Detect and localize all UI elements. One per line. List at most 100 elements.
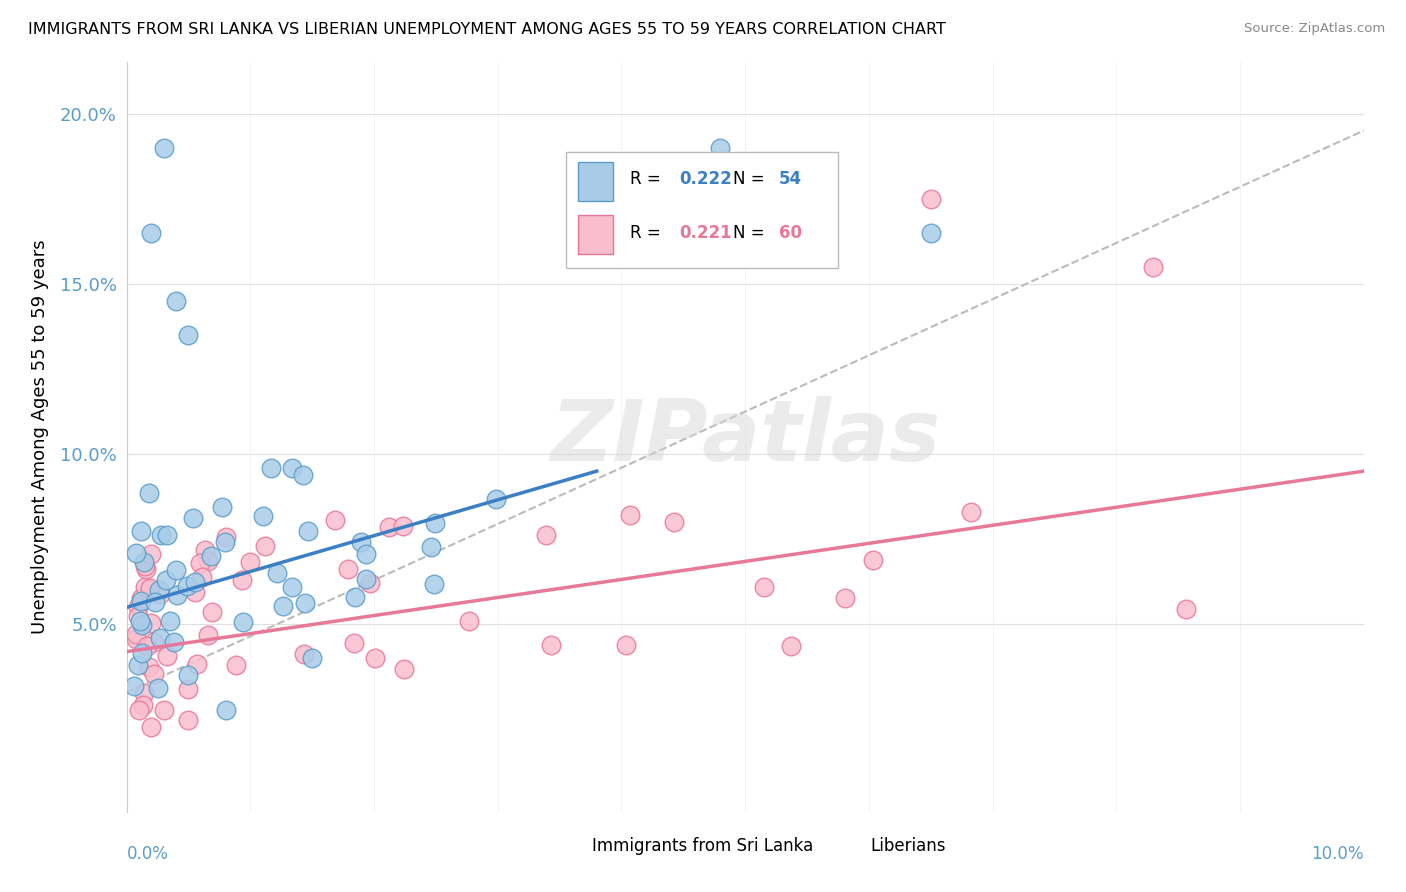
Point xyxy=(420,540,443,554)
Point xyxy=(155,527,177,541)
Text: R =: R = xyxy=(630,169,666,187)
Point xyxy=(177,668,200,682)
Point xyxy=(297,524,319,538)
Point xyxy=(780,639,803,653)
Point xyxy=(423,516,446,530)
Point xyxy=(132,555,155,569)
Point xyxy=(253,539,276,553)
Point xyxy=(156,648,179,663)
Point xyxy=(131,618,153,632)
Point xyxy=(129,614,152,628)
Point xyxy=(155,573,177,587)
Point xyxy=(138,659,160,673)
Point xyxy=(292,648,315,662)
Point xyxy=(132,698,155,712)
Point xyxy=(214,702,236,716)
Point xyxy=(194,543,217,558)
Text: 0.0%: 0.0% xyxy=(127,846,169,863)
Point xyxy=(146,681,169,695)
Point xyxy=(291,468,314,483)
Point xyxy=(127,658,149,673)
Point xyxy=(131,646,153,660)
Y-axis label: Unemployment Among Ages 55 to 59 years: Unemployment Among Ages 55 to 59 years xyxy=(31,240,49,634)
Point xyxy=(165,293,187,308)
Point xyxy=(392,519,415,533)
Point xyxy=(1142,260,1164,274)
Point xyxy=(143,667,166,681)
Point xyxy=(323,513,346,527)
Point xyxy=(125,632,148,646)
Point xyxy=(141,226,163,240)
Text: R =: R = xyxy=(630,224,666,243)
Point xyxy=(614,638,637,652)
Point xyxy=(139,615,162,630)
Text: Liberians: Liberians xyxy=(870,838,946,855)
Point xyxy=(188,556,211,570)
Text: ZIPatlas: ZIPatlas xyxy=(550,395,941,479)
Point xyxy=(138,486,160,500)
Point xyxy=(148,583,170,598)
Point xyxy=(336,562,359,576)
Point xyxy=(125,627,148,641)
Point xyxy=(200,549,222,563)
Point xyxy=(294,596,316,610)
Text: 54: 54 xyxy=(779,169,801,187)
Text: Source: ZipAtlas.com: Source: ZipAtlas.com xyxy=(1244,22,1385,36)
Point xyxy=(709,140,731,154)
Bar xyxy=(838,833,865,858)
Point xyxy=(152,702,174,716)
Point xyxy=(184,585,207,599)
Text: Immigrants from Sri Lanka: Immigrants from Sri Lanka xyxy=(592,838,813,855)
Point xyxy=(271,599,294,614)
Text: 0.222: 0.222 xyxy=(679,169,733,187)
Point xyxy=(540,638,562,652)
Point xyxy=(166,588,188,602)
Point xyxy=(457,614,479,628)
Point xyxy=(149,587,172,601)
Point xyxy=(142,635,165,649)
Text: 10.0%: 10.0% xyxy=(1312,846,1364,863)
Point xyxy=(363,650,385,665)
Point xyxy=(190,570,212,584)
Point xyxy=(281,580,304,594)
Point xyxy=(135,562,157,576)
Point xyxy=(619,508,641,522)
Point xyxy=(139,581,162,595)
Point xyxy=(141,720,163,734)
Text: IMMIGRANTS FROM SRI LANKA VS LIBERIAN UNEMPLOYMENT AMONG AGES 55 TO 59 YEARS COR: IMMIGRANTS FROM SRI LANKA VS LIBERIAN UN… xyxy=(28,22,946,37)
Text: N =: N = xyxy=(733,224,769,243)
Point xyxy=(201,605,224,619)
Point xyxy=(197,553,219,567)
Point xyxy=(343,636,366,650)
Point xyxy=(392,662,415,676)
Point xyxy=(176,579,198,593)
Point xyxy=(163,635,186,649)
Point xyxy=(127,609,149,624)
Point xyxy=(134,559,156,574)
Point xyxy=(143,595,166,609)
Point xyxy=(423,577,446,591)
Point xyxy=(165,563,187,577)
Point xyxy=(127,600,149,615)
Point xyxy=(159,614,181,628)
Point xyxy=(266,566,288,580)
Point xyxy=(184,574,207,589)
Point xyxy=(239,555,262,569)
Point xyxy=(232,615,254,630)
Text: 60: 60 xyxy=(779,224,801,243)
Text: 0.221: 0.221 xyxy=(679,224,733,243)
Point xyxy=(960,505,983,519)
Point xyxy=(177,713,200,727)
Point xyxy=(125,546,148,560)
Point xyxy=(359,576,381,591)
Point xyxy=(139,547,162,561)
Point xyxy=(259,460,281,475)
Bar xyxy=(560,833,586,858)
Point xyxy=(354,573,377,587)
Point xyxy=(152,140,174,154)
Point xyxy=(215,530,238,544)
Point xyxy=(484,492,506,507)
Point xyxy=(281,461,304,475)
Point xyxy=(231,573,253,587)
Point xyxy=(350,534,373,549)
